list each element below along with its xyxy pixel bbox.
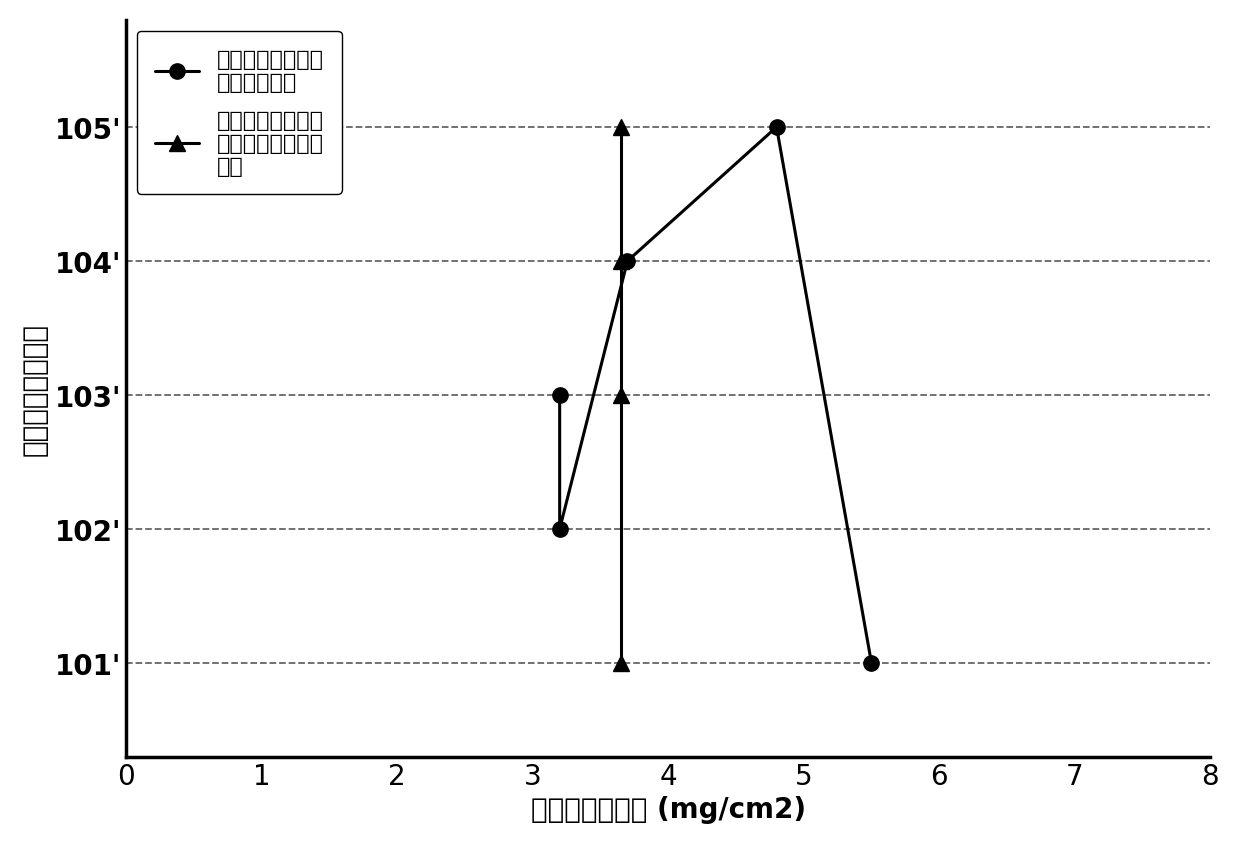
实施例负极各部分
电解液吸收量 [552,391,567,401]
Line: 实施例负极各部分
电解液吸收量: 实施例负极各部分 电解液吸收量 [552,120,879,671]
实施例负极各部分
电解液吸收量 [552,524,567,534]
根据负极孔隙率算
出的电解液理论吸
收量 [614,658,629,668]
实施例负极各部分
电解液吸收量 [864,658,879,668]
根据负极孔隙率算
出的电解液理论吸
收量 [614,123,629,133]
根据负极孔隙率算
出的电解液理论吸
收量 [614,391,629,401]
根据负极孔隙率算
出的电解液理论吸
收量 [614,257,629,267]
X-axis label: 电解液吸收重量 (mg/cm2): 电解液吸收重量 (mg/cm2) [531,795,806,823]
Legend: 实施例负极各部分
电解液吸收量, 根据负极孔隙率算
出的电解液理论吸
收量: 实施例负极各部分 电解液吸收量, 根据负极孔隙率算 出的电解液理论吸 收量 [136,32,342,195]
Y-axis label: 负极极片取样位置: 负极极片取样位置 [21,322,48,455]
实施例负极各部分
电解液吸收量 [620,257,635,267]
Line: 根据负极孔隙率算
出的电解液理论吸
收量: 根据负极孔隙率算 出的电解液理论吸 收量 [613,120,629,671]
实施例负极各部分
电解液吸收量 [769,123,784,133]
